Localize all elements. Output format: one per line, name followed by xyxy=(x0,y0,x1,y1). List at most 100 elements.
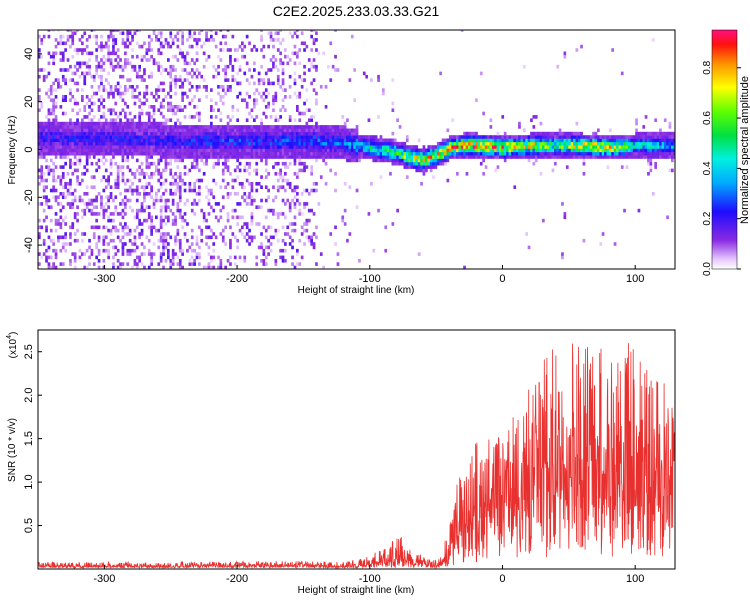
heatmap-cell xyxy=(81,148,84,153)
heatmap-cell xyxy=(183,235,187,240)
heatmap-cell xyxy=(128,118,132,122)
heatmap-cell xyxy=(501,155,505,159)
heatmap-cell xyxy=(284,125,287,129)
heatmap-cell xyxy=(109,148,113,153)
heatmap-cell xyxy=(71,34,75,39)
heatmap-cell xyxy=(255,98,259,102)
heatmap-cell xyxy=(45,125,48,129)
heatmap-cell xyxy=(673,151,675,156)
heatmap-cell xyxy=(47,95,51,99)
heatmap-cell xyxy=(49,145,53,149)
heatmap-cell xyxy=(104,121,108,126)
heatmap-cell xyxy=(116,172,120,176)
heatmap-cell xyxy=(573,155,576,159)
heatmap-cell xyxy=(319,145,323,149)
heatmap-cell xyxy=(119,128,122,133)
heatmap-cell xyxy=(40,105,44,109)
colorbar-tick-label: 0.8 xyxy=(702,60,713,74)
heatmap-cell xyxy=(112,48,115,52)
heatmap-cell xyxy=(229,138,232,143)
heatmap-cell xyxy=(260,135,263,139)
heatmap-cell xyxy=(327,64,330,69)
heatmap-cell xyxy=(241,195,244,199)
heatmap-cell xyxy=(138,232,141,236)
heatmap-cell xyxy=(260,78,263,82)
heatmap-cell xyxy=(212,232,216,236)
heatmap-cell xyxy=(408,151,411,156)
heatmap-cell xyxy=(133,115,137,119)
heatmap-cell xyxy=(114,252,118,256)
heatmap-cell xyxy=(279,58,282,62)
heatmap-cell xyxy=(539,155,543,159)
heatmap-cell xyxy=(124,58,127,62)
heatmap-cell xyxy=(219,138,223,143)
heatmap-cell xyxy=(186,141,189,146)
heatmap-cell xyxy=(169,85,173,89)
heatmap-cell xyxy=(138,138,141,143)
heatmap-cell xyxy=(169,44,173,49)
heatmap-cell xyxy=(563,141,567,146)
heatmap-cell xyxy=(131,145,134,149)
heatmap-cell xyxy=(260,125,263,129)
heatmap-cell xyxy=(463,131,466,136)
heatmap-cell xyxy=(393,145,397,149)
heatmap-cell xyxy=(379,148,383,153)
heatmap-cell xyxy=(343,135,347,139)
heatmap-cell xyxy=(121,242,125,246)
heatmap-cell xyxy=(522,64,526,69)
heatmap-cell xyxy=(396,161,399,166)
heatmap-cell xyxy=(135,188,139,193)
heatmap-cell xyxy=(470,148,474,153)
heatmap-cell xyxy=(124,151,127,156)
heatmap-cell xyxy=(255,262,259,266)
heatmap-cell xyxy=(221,168,225,173)
heatmap-cell xyxy=(217,138,220,143)
heatmap-cell xyxy=(212,64,216,69)
heatmap-cell xyxy=(396,155,399,159)
heatmap-cell xyxy=(274,135,278,139)
heatmap-cell xyxy=(666,138,669,143)
heatmap-cell xyxy=(85,38,89,42)
heatmap-cell xyxy=(286,145,290,149)
heatmap-cell xyxy=(568,148,571,153)
heatmap-cell xyxy=(229,88,232,92)
heatmap-cell xyxy=(169,81,173,86)
heatmap-cell xyxy=(656,151,660,156)
heatmap-cell xyxy=(107,248,110,253)
heatmap-cell xyxy=(231,68,235,72)
x-tick-label: -300 xyxy=(93,273,115,285)
heatmap-cell xyxy=(233,148,237,153)
heatmap-cell xyxy=(38,202,41,206)
heatmap-cell xyxy=(324,125,328,129)
heatmap-cell xyxy=(66,172,70,176)
heatmap-cell xyxy=(217,151,220,156)
heatmap-cell xyxy=(226,30,230,32)
heatmap-cell xyxy=(241,185,244,189)
heatmap-cell xyxy=(92,262,96,266)
heatmap-cell xyxy=(195,192,199,196)
heatmap-cell xyxy=(121,138,125,143)
heatmap-cell xyxy=(40,68,44,72)
heatmap-cell xyxy=(229,54,232,59)
heatmap-cell xyxy=(49,228,53,233)
heatmap-cell xyxy=(577,145,581,149)
heatmap-cell xyxy=(503,151,507,156)
heatmap-cell xyxy=(315,128,318,133)
colorbar-tick-label: 0.0 xyxy=(702,262,713,276)
heatmap-cell xyxy=(221,68,225,72)
heatmap-cell xyxy=(90,225,94,230)
heatmap-cell xyxy=(312,245,316,250)
heatmap-cell xyxy=(171,151,175,156)
heatmap-cell xyxy=(128,141,132,146)
heatmap-cell xyxy=(463,265,466,269)
heatmap-cell xyxy=(152,148,156,153)
heatmap-cell xyxy=(651,38,655,42)
heatmap-cell xyxy=(425,161,428,166)
heatmap-cell xyxy=(441,151,445,156)
heatmap-cell xyxy=(494,148,497,153)
heatmap-cell xyxy=(348,232,352,236)
heatmap-cell xyxy=(226,135,230,139)
heatmap-cell xyxy=(174,128,177,133)
heatmap-cell xyxy=(124,91,127,96)
heatmap-cell xyxy=(181,248,184,253)
